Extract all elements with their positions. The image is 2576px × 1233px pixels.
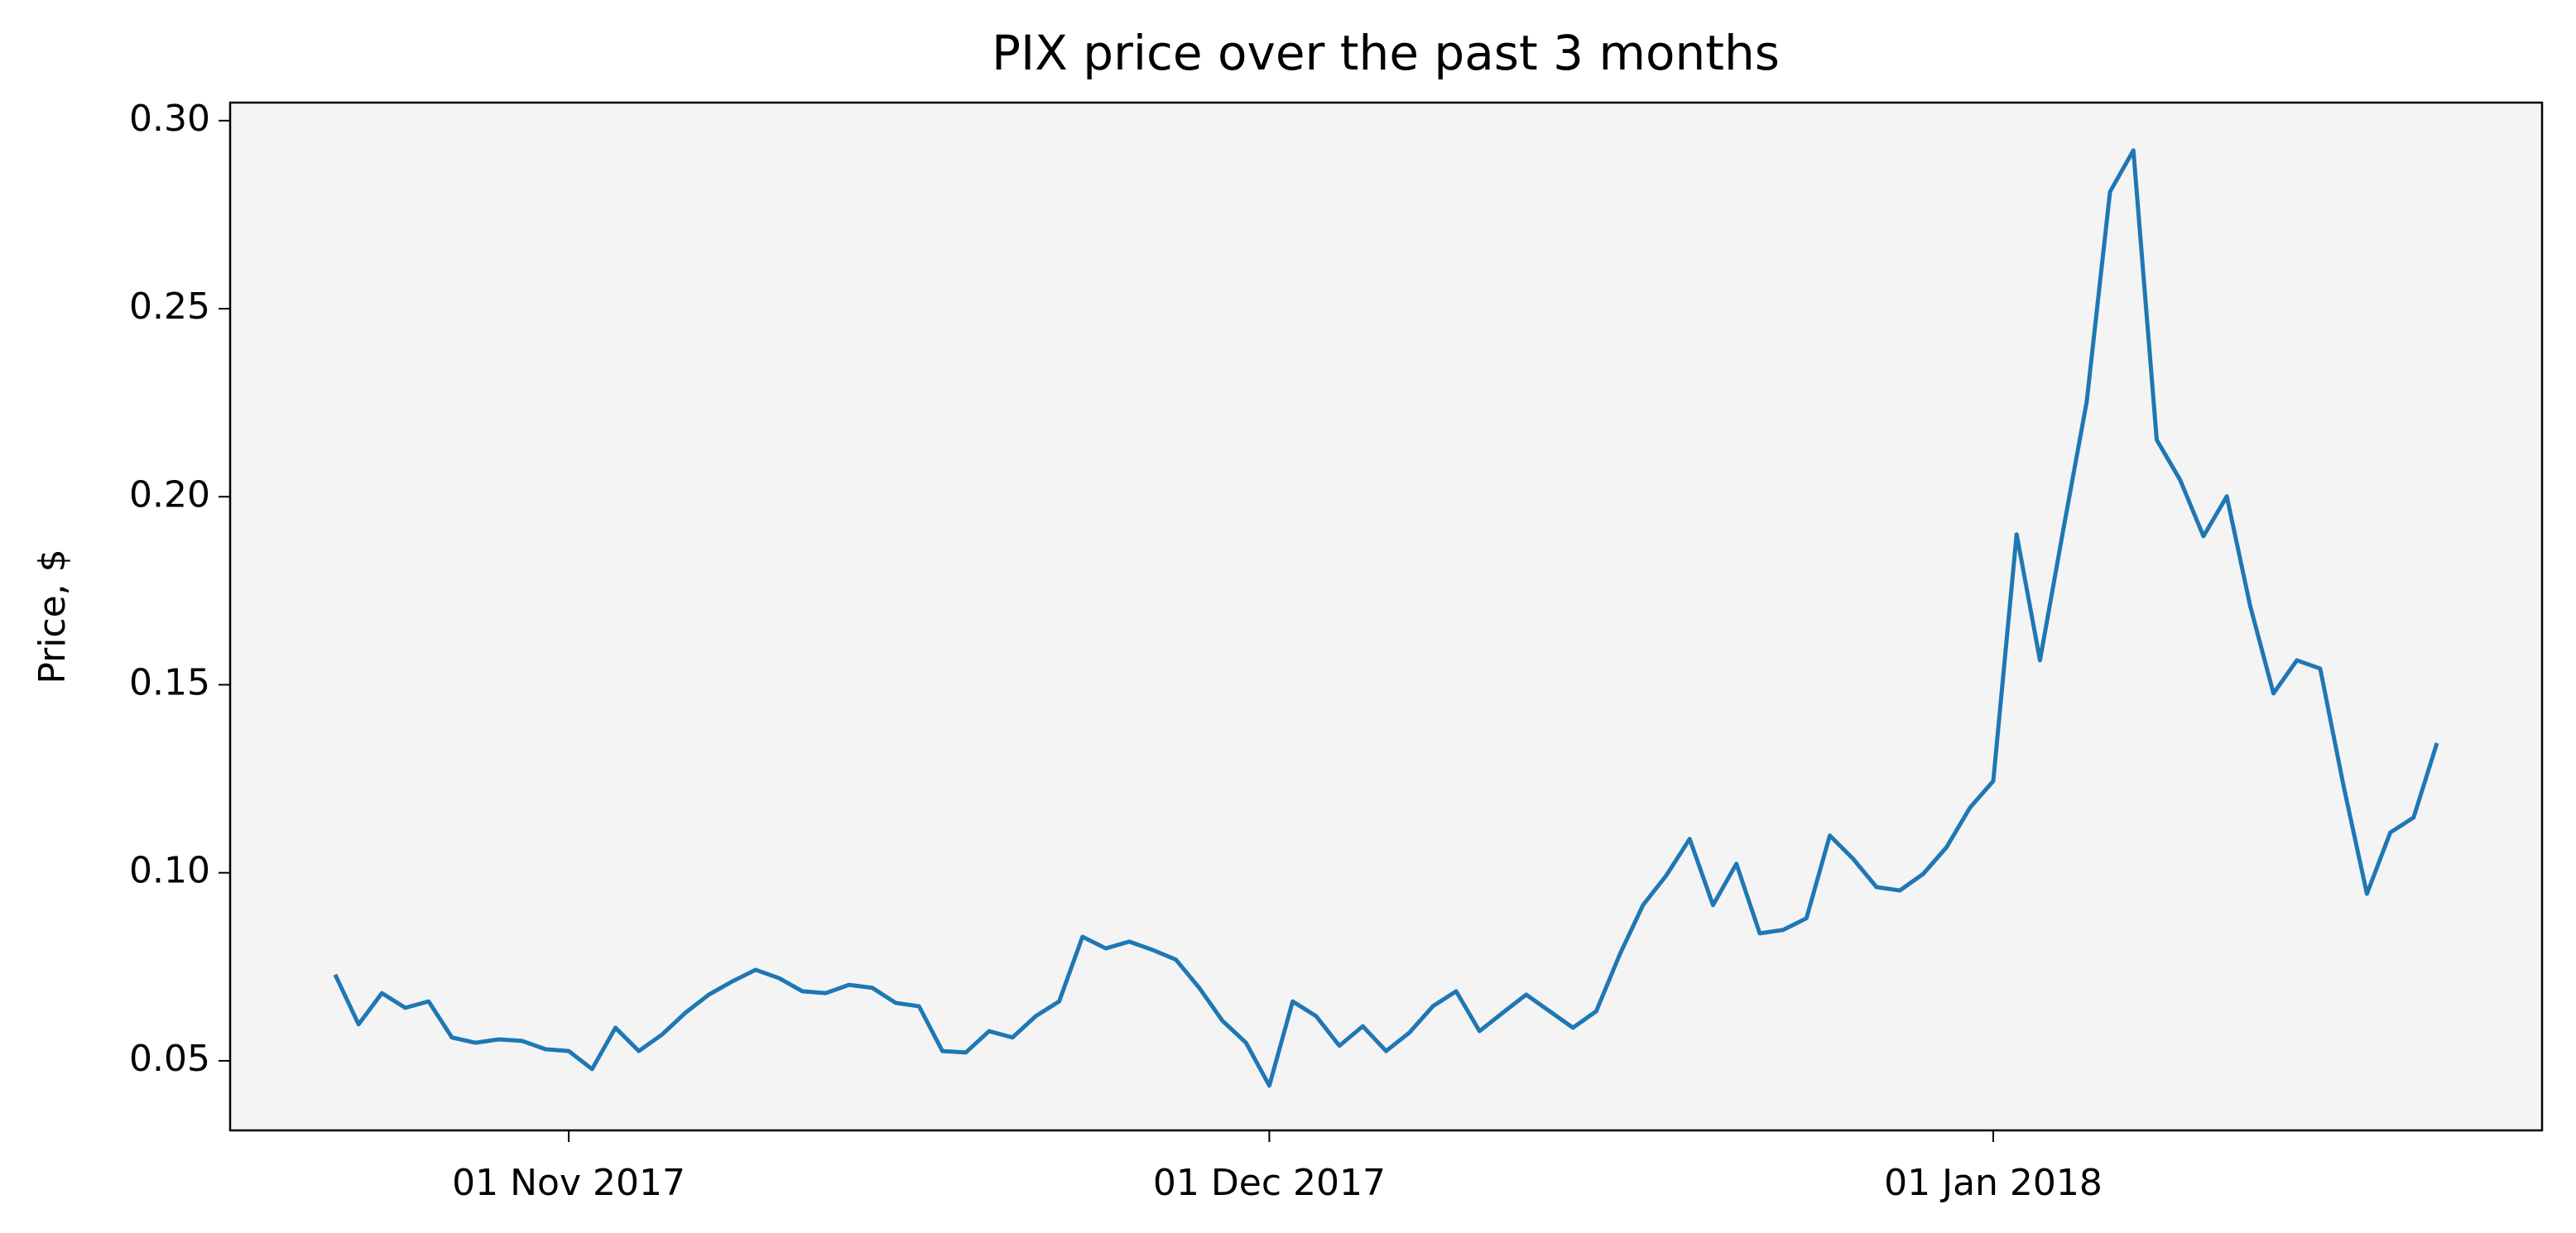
plot-frame [228,101,2544,1132]
price-line [333,148,2439,1088]
y-tick-label: 0.30 [129,98,210,140]
y-tick-label: 0.25 [129,285,210,328]
y-axis-label: Price, $ [31,549,74,684]
x-tick-label: 01 Dec 2017 [1153,1162,1386,1204]
plot-background [230,103,2542,1130]
x-tick-label: 01 Jan 2018 [1884,1162,2103,1204]
y-tick-label: 0.10 [129,850,210,892]
x-tick-label: 01 Nov 2017 [452,1162,685,1204]
y-tick-label: 0.15 [129,661,210,703]
y-tick-label: 0.20 [129,473,210,516]
y-tick-label: 0.05 [129,1038,210,1080]
chart-title: PIX price over the past 3 months [992,25,1780,81]
